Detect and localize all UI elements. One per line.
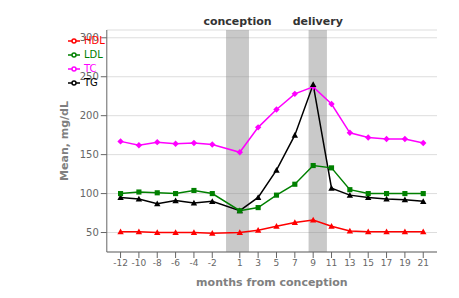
svg-text:Mean, mg/dL: Mean, mg/dL [58,101,71,181]
svg-text:5: 5 [274,258,280,268]
svg-text:7: 7 [292,258,298,268]
svg-text:15: 15 [362,258,373,268]
svg-text:3: 3 [255,258,261,268]
svg-text:conception: conception [203,15,271,28]
svg-text:-6: -6 [171,258,180,268]
svg-text:months from conception: months from conception [196,276,348,289]
svg-text:9: 9 [310,258,316,268]
svg-text:100: 100 [80,188,99,199]
svg-text:150: 150 [80,149,99,160]
svg-text:11: 11 [326,258,337,268]
svg-text:19: 19 [399,258,411,268]
svg-text:250: 250 [80,71,99,82]
svg-text:delivery: delivery [293,15,343,28]
svg-text:50: 50 [86,227,99,238]
svg-text:300: 300 [80,32,99,43]
svg-text:1: 1 [237,258,243,268]
svg-text:-2: -2 [208,258,217,268]
svg-text:200: 200 [80,110,99,121]
svg-text:-8: -8 [153,258,162,268]
svg-text:13: 13 [344,258,355,268]
svg-text:17: 17 [381,258,392,268]
svg-text:-4: -4 [189,258,198,268]
svg-text:-12: -12 [113,258,128,268]
svg-text:21: 21 [418,258,429,268]
svg-text:-10: -10 [132,258,147,268]
